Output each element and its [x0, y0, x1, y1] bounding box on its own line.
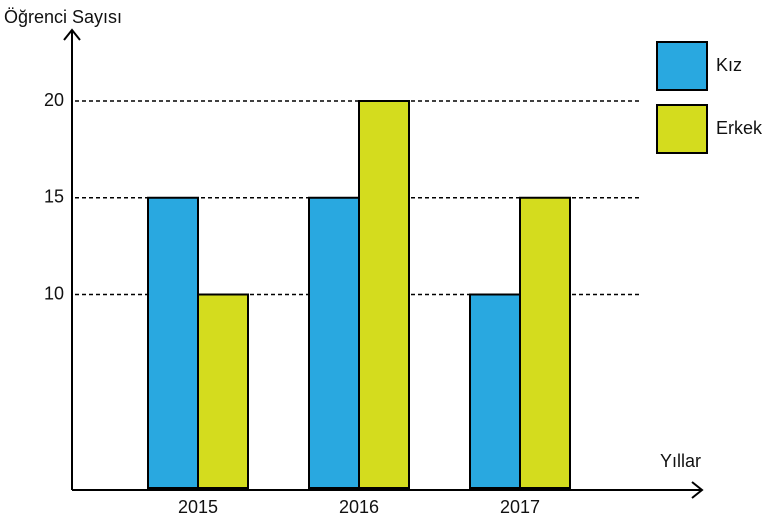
legend-swatch [657, 42, 707, 90]
bar [309, 198, 359, 488]
x-tick-label: 2017 [500, 497, 540, 517]
x-tick-label: 2015 [178, 497, 218, 517]
bar [470, 295, 520, 489]
bar [520, 198, 570, 488]
x-tick-label: 2016 [339, 497, 379, 517]
y-axis [64, 30, 80, 490]
bar [359, 101, 409, 488]
y-tick-label: 10 [44, 283, 64, 303]
legend-label: Kız [716, 55, 742, 75]
legend-swatch [657, 105, 707, 153]
bar [148, 198, 198, 488]
y-tick-label: 15 [44, 187, 64, 207]
legend-label: Erkek [716, 118, 763, 138]
bar [198, 295, 248, 489]
y-axis-label: Öğrenci Sayısı [4, 7, 122, 27]
y-tick-label: 20 [44, 90, 64, 110]
x-axis-label: Yıllar [660, 451, 701, 471]
chart: Öğrenci Sayısı Yıllar 10 15 20 2015 2016 2017… [0, 0, 779, 524]
